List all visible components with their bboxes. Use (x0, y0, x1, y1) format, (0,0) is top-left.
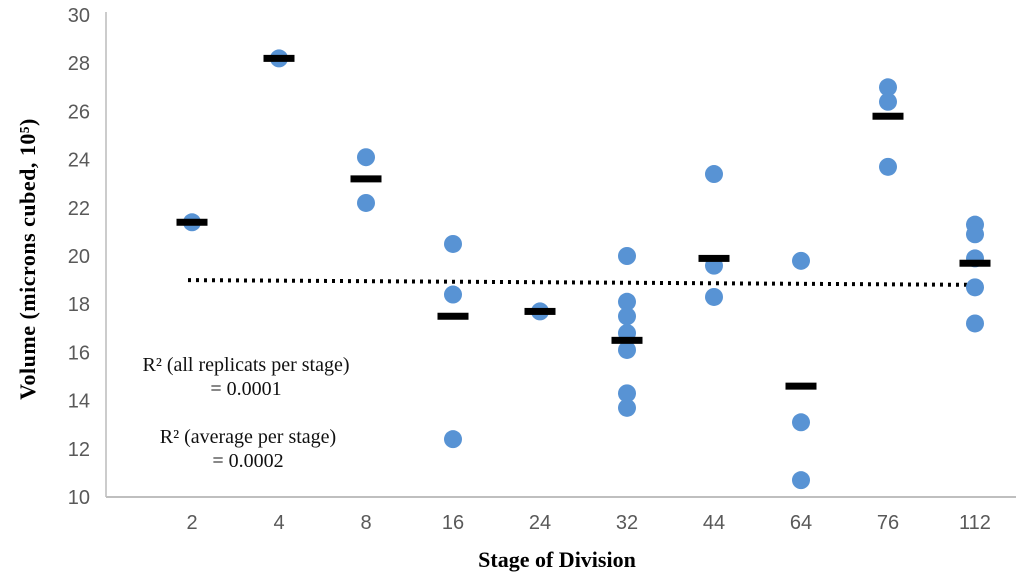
data-point[interactable] (792, 413, 810, 432)
y-tick-label: 28 (68, 53, 90, 75)
annotation-r2-all-replicates: R² (all replicats per stage) = 0.0001 (116, 353, 376, 401)
mean-dash-marker[interactable] (959, 259, 991, 267)
data-point[interactable] (444, 234, 462, 253)
y-tick-label: 16 (68, 342, 90, 364)
y-tick-label: 12 (68, 439, 90, 461)
mean-dash-marker[interactable] (785, 382, 817, 390)
mean-dash-marker[interactable] (611, 336, 643, 344)
annotation-r2-average: R² (average per stage) = 0.0002 (118, 425, 378, 473)
y-tick-label: 24 (68, 150, 90, 172)
x-tick-label: 2 (186, 512, 197, 534)
mean-dash-marker[interactable] (872, 112, 904, 120)
data-point[interactable] (879, 157, 897, 176)
y-tick-label: 18 (68, 294, 90, 316)
annotation-line: = 0.0002 (212, 450, 284, 472)
x-tick-label: 112 (959, 512, 991, 534)
data-point[interactable] (444, 285, 462, 304)
x-tick-label: 4 (273, 512, 284, 534)
x-tick-label: 64 (790, 512, 812, 534)
data-point[interactable] (618, 307, 636, 326)
y-axis-title: Volume (microns cubed, 10⁵) (15, 118, 40, 400)
data-point[interactable] (966, 278, 984, 297)
data-point[interactable] (357, 148, 375, 167)
x-tick-label: 44 (703, 512, 725, 534)
annotation-line: R² (average per stage) (159, 426, 337, 448)
mean-dash-marker[interactable] (524, 307, 556, 315)
data-point[interactable] (792, 471, 810, 490)
y-tick-label: 14 (68, 391, 90, 413)
mean-dash-marker[interactable] (350, 175, 382, 183)
data-point[interactable] (444, 430, 462, 449)
mean-dash-marker[interactable] (263, 54, 295, 62)
y-tick-label: 22 (68, 198, 90, 220)
data-point[interactable] (966, 225, 984, 244)
data-point[interactable] (705, 165, 723, 184)
data-point[interactable] (618, 247, 636, 265)
data-point[interactable] (618, 384, 636, 403)
y-tick-label: 30 (68, 5, 90, 27)
annotation-line: R² (all replicats per stage) (142, 354, 350, 376)
data-point[interactable] (618, 340, 636, 359)
x-tick-label: 24 (529, 512, 551, 534)
y-tick-label: 20 (68, 246, 90, 268)
data-point[interactable] (879, 78, 897, 97)
data-point[interactable] (966, 314, 984, 333)
trendline-dotted (187, 278, 986, 287)
data-point[interactable] (618, 398, 636, 417)
annotation-line: = 0.0001 (210, 378, 282, 400)
x-tick-label: 8 (360, 512, 371, 534)
x-tick-label: 32 (616, 512, 638, 534)
y-tick-label: 26 (68, 101, 90, 123)
mean-dash-marker[interactable] (698, 254, 730, 262)
data-point[interactable] (618, 292, 636, 311)
x-axis-title: Stage of Division (478, 547, 636, 572)
data-point[interactable] (357, 193, 375, 212)
mean-dash-marker[interactable] (437, 312, 469, 320)
data-point[interactable] (879, 92, 897, 111)
x-tick-label: 76 (877, 512, 899, 534)
data-point[interactable] (792, 251, 810, 270)
data-point[interactable] (705, 287, 723, 306)
mean-dash-marker[interactable] (176, 218, 208, 226)
x-tick-label: 16 (442, 512, 464, 534)
y-tick-label: 10 (68, 487, 90, 509)
